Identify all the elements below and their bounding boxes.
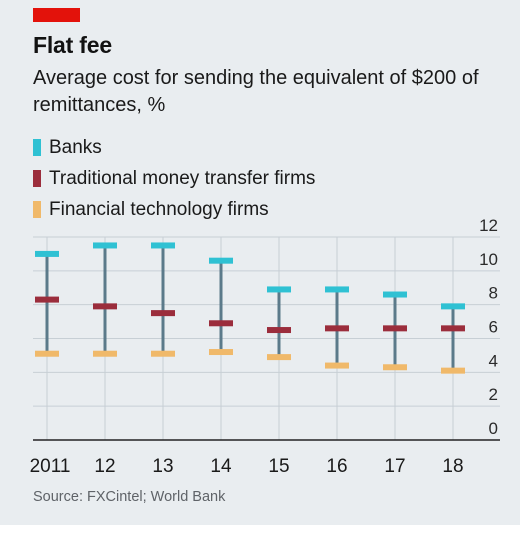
- y-tick-label: 10: [479, 250, 498, 269]
- chart-card: Flat fee Average cost for sending the eq…: [0, 0, 520, 525]
- chart-subtitle: Average cost for sending the equivalent …: [33, 67, 479, 116]
- traditional-marker: [35, 296, 59, 303]
- legend-item-fintech: Financial technology firms: [33, 194, 315, 225]
- fintech-marker: [441, 367, 465, 374]
- x-tick-label: 14: [210, 456, 232, 477]
- x-tick-label: 18: [442, 456, 463, 477]
- traditional-marker: [209, 320, 233, 327]
- banks-marker: [35, 250, 59, 257]
- x-tick-label: 17: [384, 456, 405, 477]
- traditional-marker: [383, 325, 407, 332]
- banks-marker: [209, 257, 233, 264]
- traditional-marker: [267, 327, 291, 334]
- banks-marker: [267, 286, 291, 293]
- source-note: Source: FXCintel; World Bank: [33, 489, 226, 505]
- fintech-marker: [383, 364, 407, 371]
- legend-item-banks: Banks: [33, 132, 315, 163]
- legend-label-banks: Banks: [49, 136, 102, 158]
- fintech-marker: [209, 349, 233, 356]
- x-tick-label: 16: [326, 456, 347, 477]
- banks-marker: [93, 242, 117, 249]
- x-tick-label: 13: [152, 456, 173, 477]
- banks-marker: [325, 286, 349, 293]
- legend: Banks Traditional money transfer firms F…: [33, 132, 315, 225]
- banks-marker: [441, 303, 465, 310]
- fintech-marker: [267, 354, 291, 361]
- fintech-marker: [93, 350, 117, 357]
- legend-swatch-fintech: [33, 201, 41, 218]
- y-tick-label: 12: [479, 216, 498, 235]
- legend-item-traditional: Traditional money transfer firms: [33, 163, 315, 194]
- traditional-marker: [93, 303, 117, 310]
- y-tick-label: 2: [489, 385, 498, 404]
- traditional-marker: [325, 325, 349, 332]
- legend-label-traditional: Traditional money transfer firms: [49, 167, 316, 189]
- y-tick-label: 0: [489, 419, 498, 438]
- traditional-marker: [151, 310, 175, 317]
- fintech-marker: [35, 350, 59, 357]
- x-tick-label: 15: [268, 456, 289, 477]
- brand-tag: [33, 8, 80, 22]
- x-tick-label: 2011: [30, 456, 71, 477]
- fintech-marker: [325, 362, 349, 369]
- y-tick-label: 6: [489, 318, 498, 337]
- chart-plot: 12 10 8 6 4 2 0 2011 12 13 14 15 16 17 18: [30, 216, 500, 477]
- legend-swatch-banks: [33, 139, 41, 156]
- chart-title: Flat fee: [33, 32, 112, 58]
- legend-label-fintech: Financial technology firms: [49, 198, 269, 220]
- fintech-marker: [151, 350, 175, 357]
- banks-marker: [151, 242, 175, 249]
- banks-marker: [383, 291, 407, 298]
- y-tick-label: 4: [489, 351, 498, 370]
- traditional-marker: [441, 325, 465, 332]
- legend-swatch-traditional: [33, 170, 41, 187]
- x-tick-label: 12: [94, 456, 115, 477]
- y-tick-label: 8: [489, 284, 498, 303]
